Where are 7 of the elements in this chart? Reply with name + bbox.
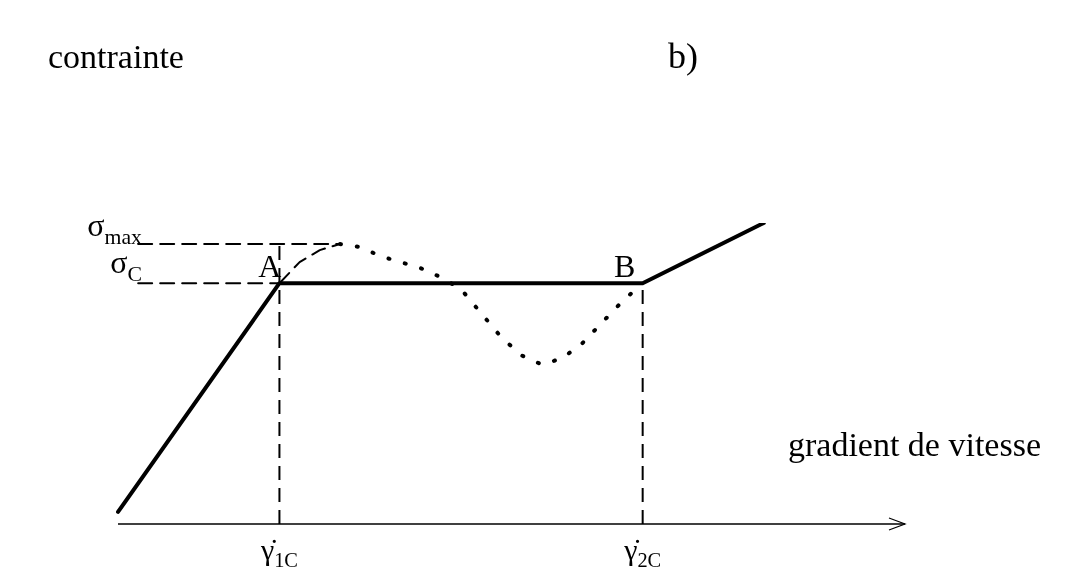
x-tick-label: γ̇$_{2C}$ (623, 533, 662, 571)
x-tick-label: γ̇$_{1C}$ (259, 533, 298, 571)
annotation: B (614, 248, 636, 285)
annotation: A (258, 248, 282, 285)
text: b) (668, 36, 698, 76)
x-axis-title: gradient de vitesse (787, 426, 1041, 463)
y-axis-title: contrainte (48, 38, 184, 75)
